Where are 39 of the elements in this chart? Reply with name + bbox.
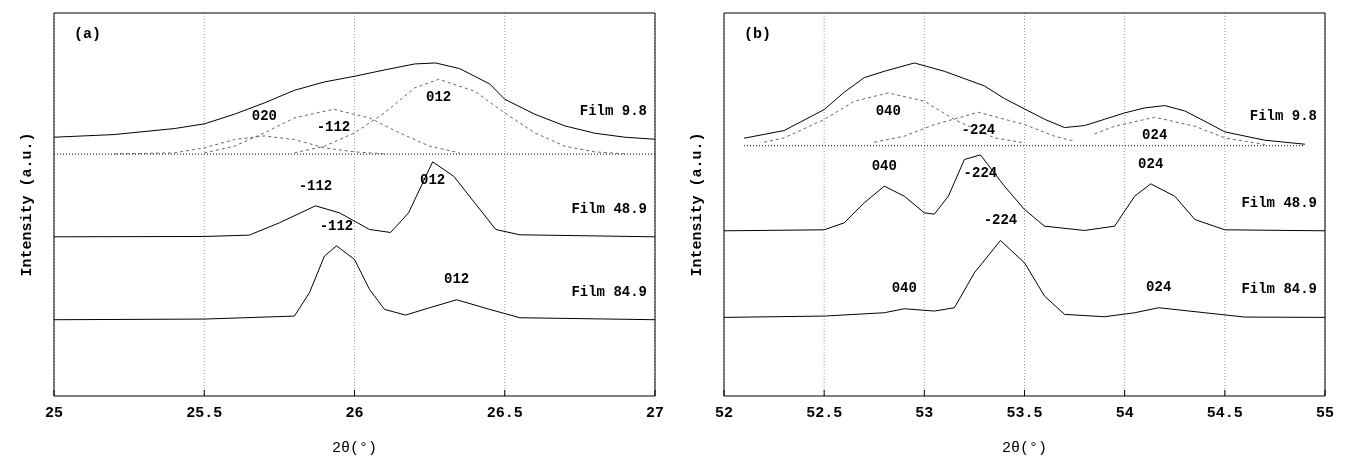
- annotation: -112: [298, 177, 333, 194]
- annotation: -112: [316, 118, 351, 135]
- annotation: 024: [1138, 155, 1164, 172]
- x-tick-label: 26: [345, 404, 364, 422]
- x-axis-title: 2θ(°): [331, 440, 378, 457]
- x-tick-label: 52: [714, 404, 734, 422]
- x-tick-label: 55: [1315, 404, 1335, 422]
- annotation: -112: [319, 217, 354, 234]
- annotation: 024: [1142, 126, 1168, 143]
- annotation: 024: [1146, 279, 1172, 296]
- series-label: Film 48.9: [571, 200, 647, 217]
- annotation: 040: [891, 280, 917, 297]
- annotation: -224: [983, 212, 1018, 229]
- annotation: -224: [963, 164, 998, 181]
- series-label: Film 9.8: [1249, 108, 1317, 125]
- x-tick-label: 53.5: [1006, 404, 1043, 422]
- annotation: 040: [875, 102, 901, 119]
- y-axis-title: Intensity (a.u.): [19, 132, 37, 277]
- chart-title: (b): [744, 26, 772, 43]
- x-tick-label: 26.5: [486, 404, 523, 422]
- series-label: Film 9.8: [579, 103, 647, 120]
- x-axis-title: 2θ(°): [1001, 440, 1048, 457]
- y-axis-title: Intensity (a.u.): [689, 132, 707, 277]
- annotation: 040: [871, 157, 897, 174]
- series-label: Film 84.9: [571, 283, 647, 300]
- annotation: -224: [961, 121, 996, 138]
- annotation: 012: [444, 271, 470, 288]
- x-tick-label: 52.5: [806, 404, 843, 422]
- x-tick-label: 27: [645, 404, 665, 422]
- series-label: Film 84.9: [1241, 281, 1317, 298]
- x-tick-label: 25: [44, 404, 64, 422]
- chart-title: (a): [74, 26, 102, 43]
- annotation: 020: [251, 107, 277, 124]
- x-tick-label: 54: [1115, 404, 1134, 422]
- x-tick-label: 54.5: [1206, 404, 1243, 422]
- annotation: 012: [426, 88, 452, 105]
- series-label: Film 48.9: [1241, 194, 1317, 211]
- x-tick-label: 53: [915, 404, 934, 422]
- x-tick-label: 25.5: [186, 404, 223, 422]
